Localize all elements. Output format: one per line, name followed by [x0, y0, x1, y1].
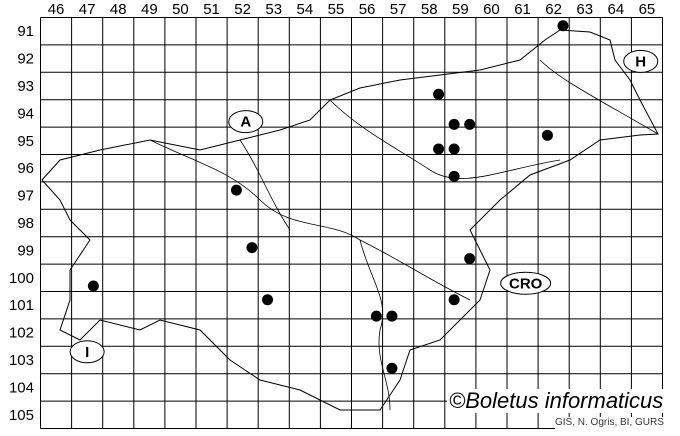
column-label: 54	[297, 1, 314, 18]
occurrence-dot	[246, 242, 258, 254]
column-label: 58	[421, 1, 438, 18]
region-label: H	[635, 53, 646, 70]
occurrence-dot	[87, 280, 99, 292]
column-label: 56	[359, 1, 376, 18]
row-label: 105	[9, 407, 34, 424]
region-label: A	[240, 114, 251, 131]
column-label: 46	[48, 1, 65, 18]
row-label: 99	[17, 242, 34, 259]
grid-lines	[40, 17, 663, 429]
occurrence-dot	[448, 294, 460, 306]
region-label: CRO	[509, 275, 543, 292]
row-label: 100	[9, 270, 34, 287]
row-label: 104	[9, 379, 34, 396]
column-label: 48	[110, 1, 127, 18]
row-label: 94	[17, 105, 34, 122]
row-label: 103	[9, 352, 34, 369]
column-label: 50	[172, 1, 189, 18]
column-label: 59	[452, 1, 469, 18]
occurrence-dot	[464, 118, 476, 130]
column-label: 52	[234, 1, 251, 18]
column-label: 49	[141, 1, 158, 18]
row-label: 96	[17, 160, 34, 177]
region-label-oval	[228, 110, 264, 134]
occurrence-dot	[557, 20, 569, 32]
occurrence-dot	[433, 88, 445, 100]
occurrence-dot	[541, 129, 553, 141]
row-label: 93	[17, 78, 34, 95]
rivers	[149, 59, 659, 411]
region-label-oval	[69, 340, 105, 364]
column-label: 57	[390, 1, 407, 18]
row-label: 91	[17, 23, 34, 40]
occurrence-dot	[230, 184, 242, 196]
occurrence-dot	[448, 118, 460, 130]
column-label: 60	[483, 1, 500, 18]
row-label: 92	[17, 51, 34, 68]
occurrence-dot	[370, 310, 382, 322]
occurrence-dot	[262, 294, 274, 306]
column-label: 65	[639, 1, 656, 18]
column-label: 62	[545, 1, 562, 18]
column-label: 63	[576, 1, 593, 18]
region-label-oval	[623, 49, 659, 73]
country-border	[41, 29, 659, 411]
column-label: 61	[514, 1, 531, 18]
occurrence-dot	[464, 253, 476, 265]
row-label: 98	[17, 215, 34, 232]
region-label-oval	[500, 271, 552, 295]
occurrence-dot	[448, 170, 460, 182]
row-label: 97	[17, 188, 34, 205]
row-label: 101	[9, 297, 34, 314]
copyright-text: ©Boletus informaticus	[447, 388, 666, 413]
credit-text: GIS, N. Ogris, BI, GURS	[555, 417, 664, 429]
region-label: I	[85, 344, 89, 361]
occurrence-dot	[448, 143, 460, 155]
occurrence-dot	[386, 310, 398, 322]
occurrence-dot	[433, 143, 445, 155]
column-label: 64	[608, 1, 625, 18]
column-label: 47	[79, 1, 96, 18]
row-label: 102	[9, 325, 34, 342]
column-label: 53	[265, 1, 282, 18]
occurrence-dot	[386, 362, 398, 374]
column-label: 55	[328, 1, 345, 18]
row-label: 95	[17, 133, 34, 150]
column-label: 51	[203, 1, 220, 18]
